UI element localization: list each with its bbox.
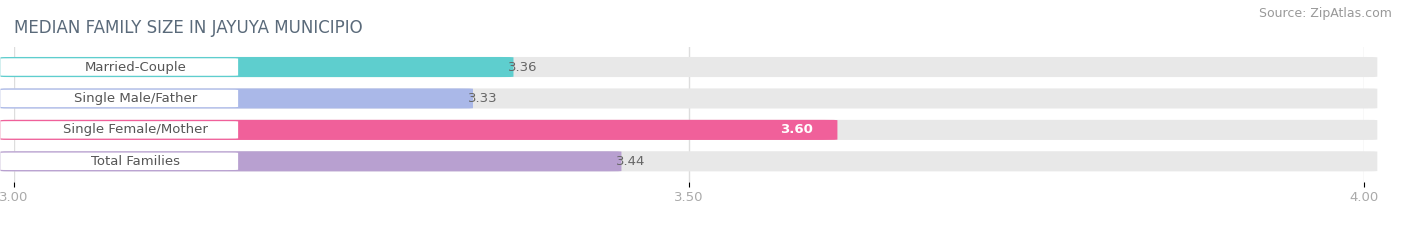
FancyBboxPatch shape [0, 57, 1378, 77]
Text: MEDIAN FAMILY SIZE IN JAYUYA MUNICIPIO: MEDIAN FAMILY SIZE IN JAYUYA MUNICIPIO [14, 19, 363, 37]
FancyBboxPatch shape [0, 120, 1378, 140]
Text: Married-Couple: Married-Couple [84, 61, 187, 74]
FancyBboxPatch shape [0, 90, 238, 107]
Text: Single Female/Mother: Single Female/Mother [63, 123, 208, 136]
Text: 3.44: 3.44 [616, 155, 645, 168]
Text: Single Male/Father: Single Male/Father [75, 92, 197, 105]
Text: 3.36: 3.36 [508, 61, 537, 74]
FancyBboxPatch shape [0, 88, 472, 109]
FancyBboxPatch shape [0, 58, 238, 76]
FancyBboxPatch shape [0, 153, 238, 170]
Text: Source: ZipAtlas.com: Source: ZipAtlas.com [1258, 7, 1392, 20]
FancyBboxPatch shape [0, 120, 838, 140]
FancyBboxPatch shape [0, 88, 1378, 109]
Text: 3.33: 3.33 [468, 92, 498, 105]
FancyBboxPatch shape [0, 151, 1378, 171]
FancyBboxPatch shape [0, 151, 621, 171]
Text: Total Families: Total Families [91, 155, 180, 168]
FancyBboxPatch shape [0, 121, 238, 139]
Text: 3.60: 3.60 [780, 123, 813, 136]
FancyBboxPatch shape [0, 57, 513, 77]
